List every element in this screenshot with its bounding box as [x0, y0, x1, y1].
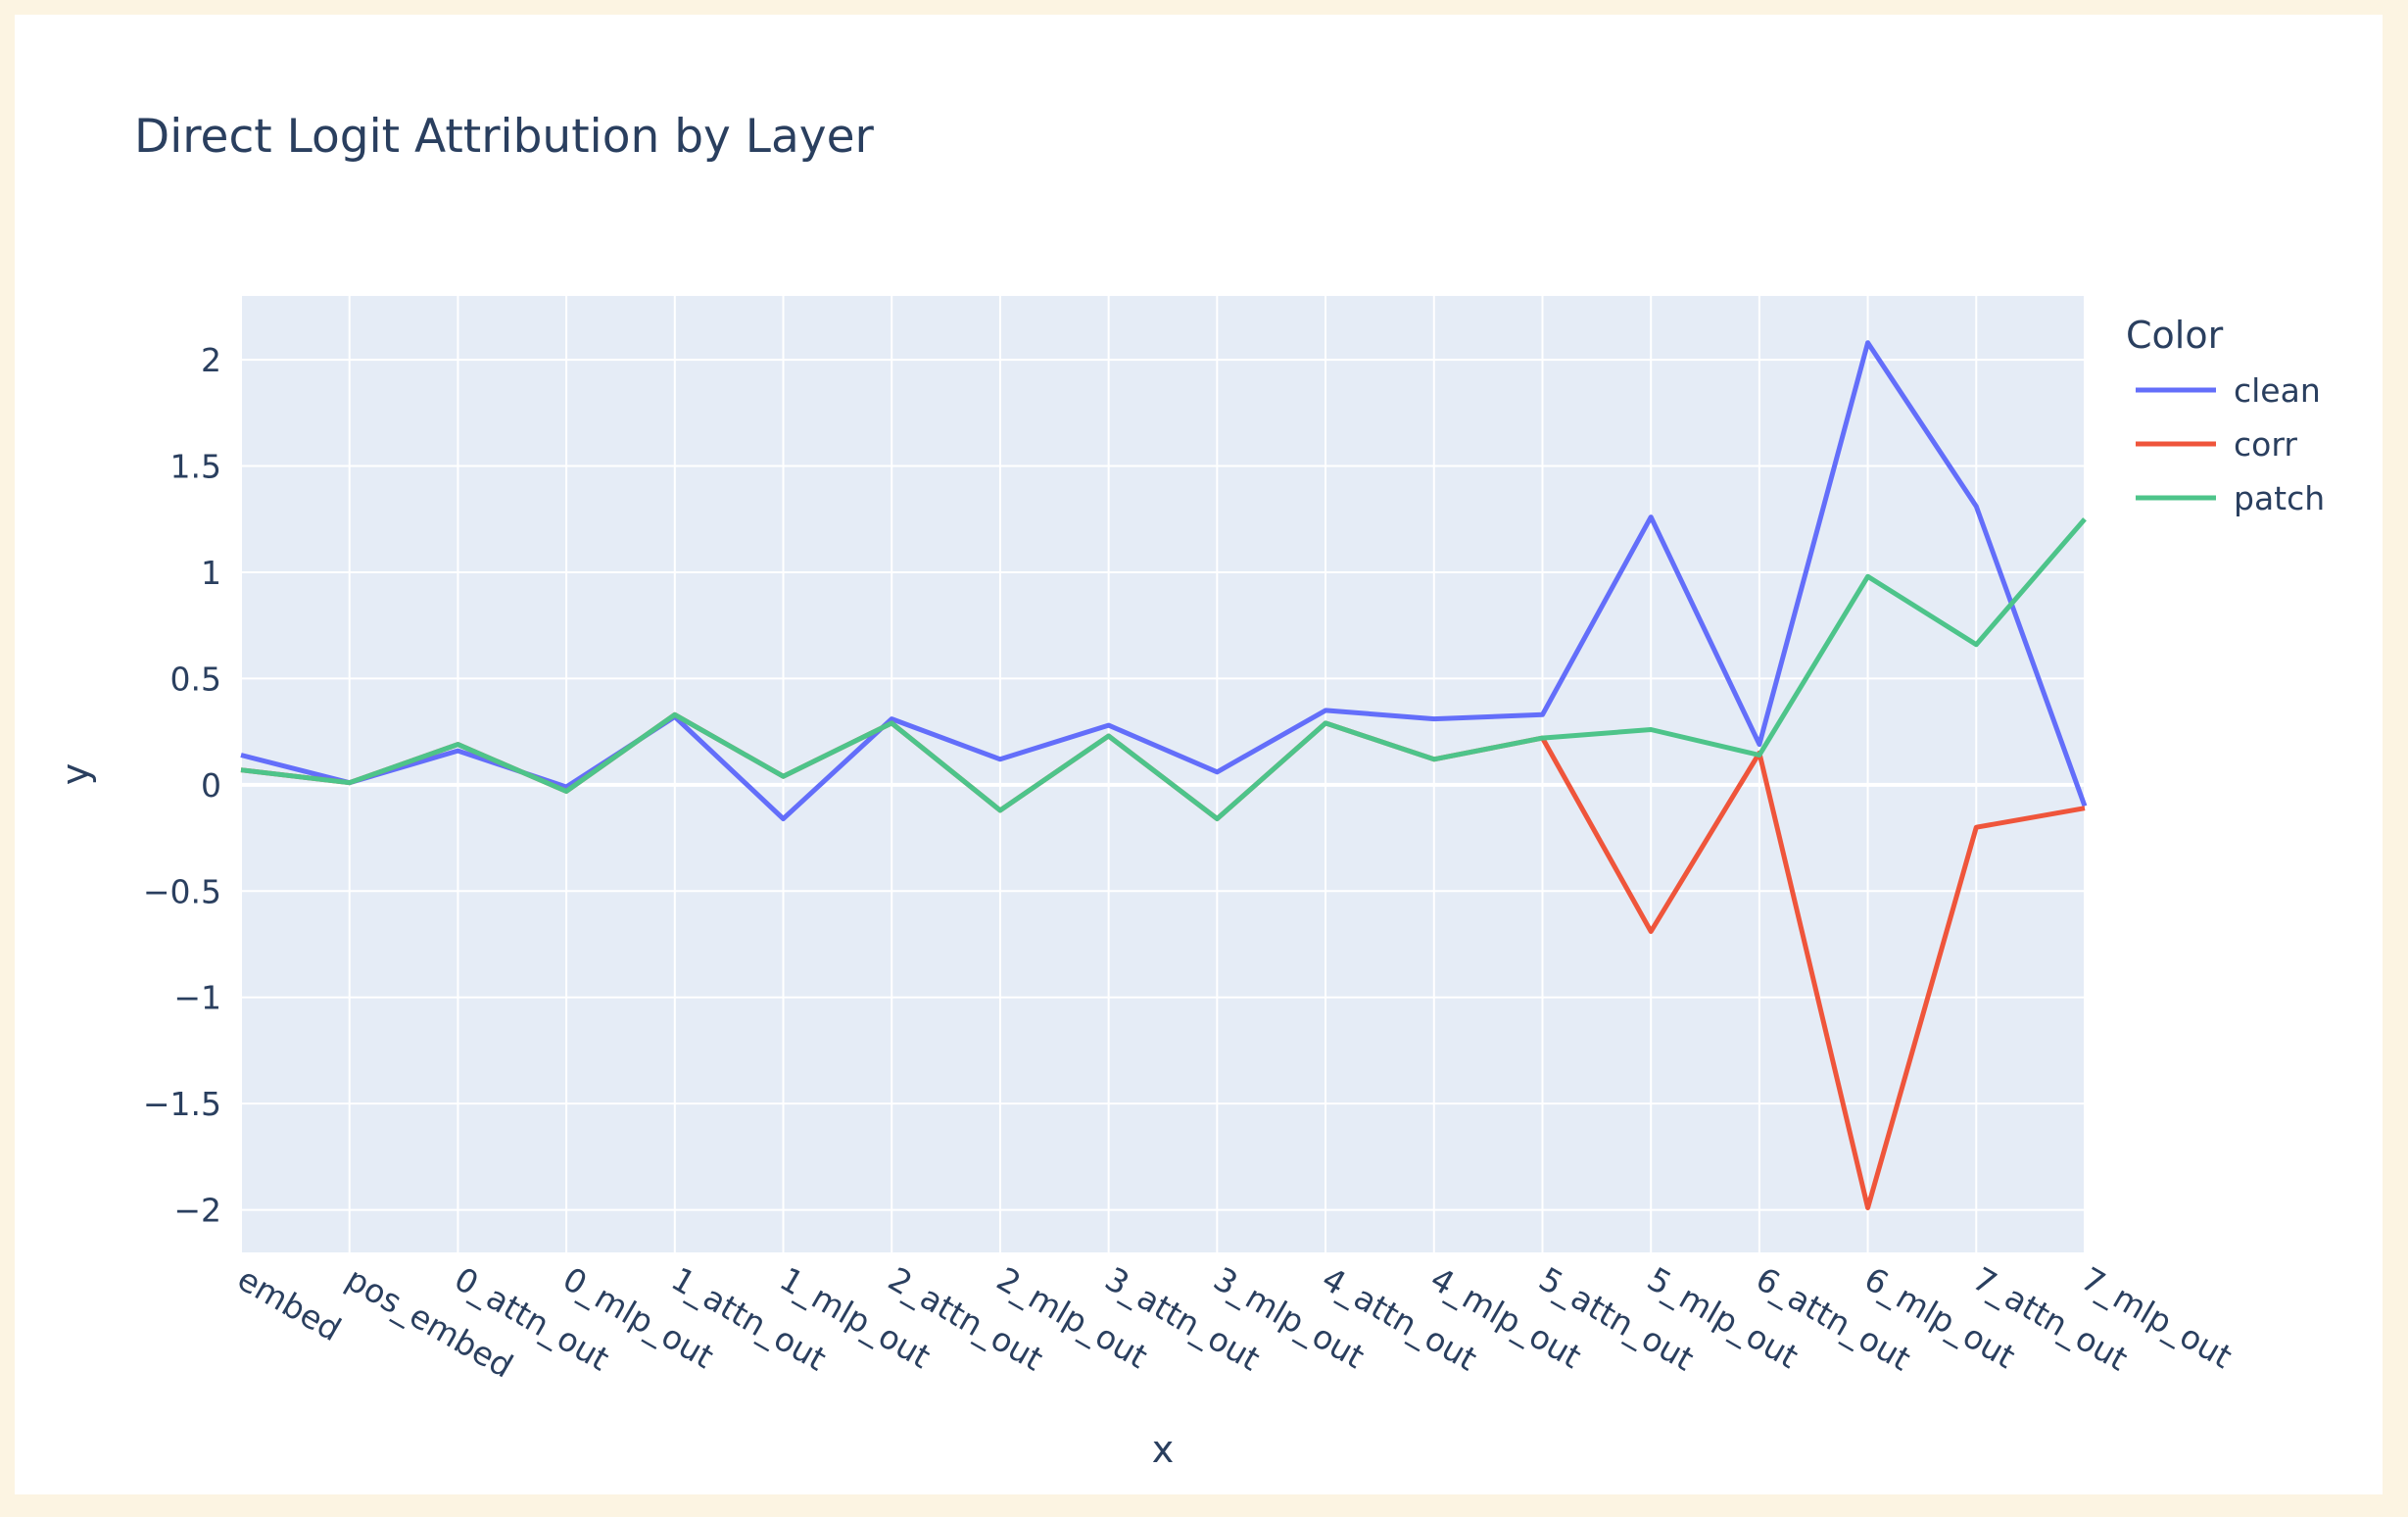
x-tick-label: embed: [231, 1259, 348, 1348]
y-tick-label: −1.5: [143, 1085, 221, 1123]
y-tick-label: 0: [201, 766, 221, 805]
y-tick-label: −2: [173, 1192, 221, 1230]
legend-item-clean[interactable]: clean: [2136, 371, 2321, 410]
legend[interactable]: Color clean corr patch: [2126, 314, 2325, 517]
legend-label: corr: [2234, 425, 2297, 464]
y-axis-label: y: [54, 763, 97, 786]
x-tick-labels: embedpos_embed0_attn_out0_mlp_out1_attn_…: [231, 1259, 2239, 1386]
legend-label: patch: [2234, 479, 2325, 517]
legend-title: Color: [2126, 314, 2224, 357]
y-tick-label: 2: [201, 341, 221, 379]
plot-area: [241, 296, 2085, 1252]
series-line-patch[interactable]: [240, 517, 2087, 821]
series-lines: [240, 340, 2088, 1210]
x-axis-label: x: [1152, 1428, 1175, 1471]
legend-item-corr[interactable]: corr: [2136, 425, 2297, 464]
y-tick-label: 1: [201, 554, 221, 592]
y-tick-labels: −2 −1.5 −1 −0.5 0 0.5 1 1.5 2: [143, 341, 221, 1230]
legend-label: clean: [2234, 371, 2321, 410]
y-tick-label: −1: [173, 979, 221, 1017]
legend-item-patch[interactable]: patch: [2136, 479, 2325, 517]
chart-title: Direct Logit Attribution by Layer: [134, 110, 874, 164]
y-tick-label: −0.5: [143, 872, 221, 910]
y-tick-label: 1.5: [170, 448, 221, 486]
y-tick-label: 0.5: [170, 660, 221, 698]
